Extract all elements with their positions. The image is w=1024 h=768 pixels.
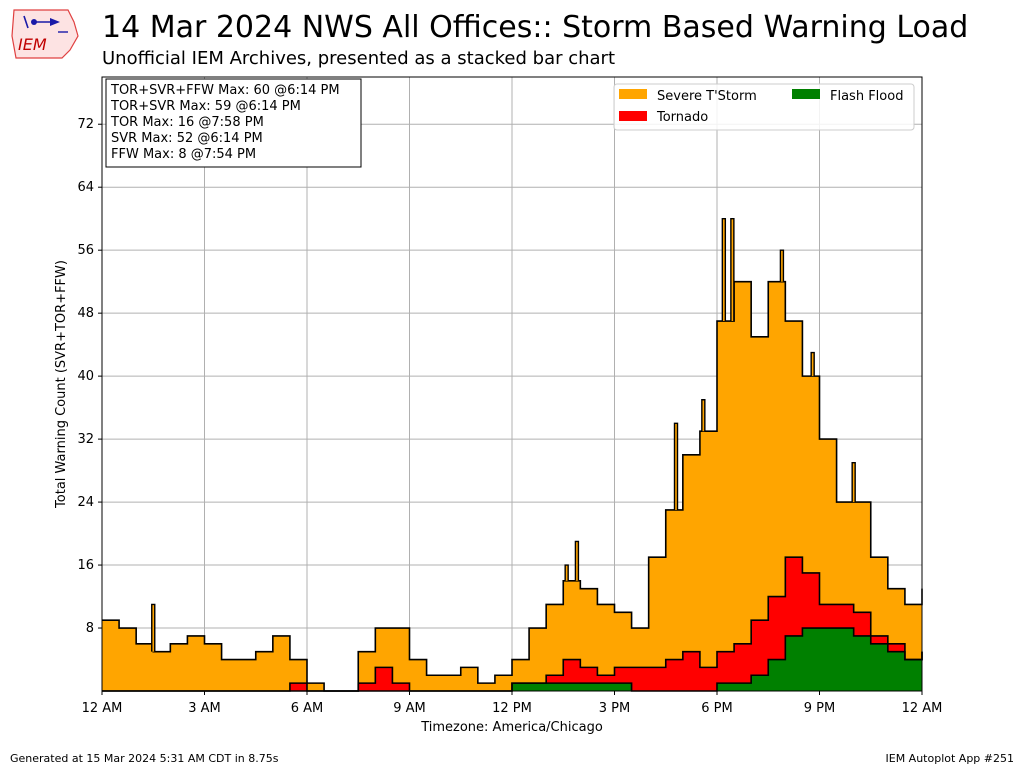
y-tick-label: 56 (77, 243, 94, 258)
x-axis-label: Timezone: America/Chicago (420, 720, 603, 735)
total-spike (779, 249, 785, 282)
y-tick-label: 40 (77, 369, 94, 384)
total-spike (673, 422, 679, 510)
total-spike (574, 540, 580, 581)
legend-swatch-svr (619, 89, 647, 99)
total-spike (730, 217, 735, 322)
x-tick-label: 3 AM (188, 701, 221, 716)
y-tick-label: 72 (77, 117, 94, 132)
ffw-area (102, 628, 922, 691)
legend: Severe T'Storm Flash Flood Tornado (613, 83, 915, 131)
y-axis-label: Total Warning Count (SVR+TOR+FFW) (54, 260, 69, 509)
x-tick-label: 12 PM (492, 701, 532, 716)
total-spike (701, 399, 706, 432)
x-tick-label: 6 AM (291, 701, 324, 716)
total-outline (102, 280, 923, 692)
legend-label-tor: Tornado (656, 110, 708, 125)
stats-line: TOR Max: 16 @7:58 PM (110, 115, 264, 130)
legend-label-ffw: Flash Flood (830, 89, 903, 104)
legend-swatch-ffw (792, 89, 820, 99)
total-spike (810, 351, 815, 377)
stats-line: FFW Max: 8 @7:54 PM (111, 147, 256, 162)
y-tick-label: 32 (77, 432, 94, 447)
total-spike (721, 217, 727, 322)
x-tick-label: 12 AM (902, 701, 943, 716)
legend-label-svr: Severe T'Storm (657, 89, 757, 104)
total-spike (564, 564, 569, 581)
y-tick-label: 24 (77, 495, 94, 510)
generated-timestamp: Generated at 15 Mar 2024 5:31 AM CDT in … (10, 752, 279, 765)
x-tick-label: 9 PM (804, 701, 835, 716)
x-tick-label: 6 PM (701, 701, 732, 716)
chart-subtitle: Unofficial IEM Archives, presented as a … (102, 48, 616, 69)
svg-text:IEM: IEM (18, 35, 47, 54)
stats-line: TOR+SVR Max: 59 @6:14 PM (110, 99, 301, 114)
total-spike (151, 603, 156, 652)
total-spike (851, 462, 856, 503)
y-tick-label: 64 (77, 180, 94, 195)
stacked-areas (102, 217, 923, 692)
y-tick-label: 16 (77, 558, 94, 573)
app-id: IEM Autoplot App #251 (885, 752, 1015, 765)
chart-title: 14 Mar 2024 NWS All Offices:: Storm Base… (102, 10, 969, 45)
stats-box: TOR+SVR+FFW Max: 60 @6:14 PM TOR+SVR Max… (105, 78, 362, 168)
stats-line: TOR+SVR+FFW Max: 60 @6:14 PM (110, 83, 340, 98)
legend-swatch-tor (619, 111, 647, 121)
y-tick-label: 48 (77, 306, 94, 321)
y-axis-ticks: 8 16 24 32 40 48 56 64 72 (77, 117, 102, 636)
x-tick-label: 9 AM (393, 701, 426, 716)
stats-line: SVR Max: 52 @6:14 PM (111, 131, 263, 146)
x-tick-label: 3 PM (599, 701, 630, 716)
iem-logo: IEM (11, 9, 79, 59)
x-tick-label: 12 AM (82, 701, 123, 716)
tor-outline (102, 556, 923, 692)
x-axis-ticks: 12 AM 3 AM 6 AM 9 AM 12 PM 3 PM 6 PM 9 PM 12 AM (82, 691, 943, 716)
y-tick-label: 8 (86, 621, 94, 636)
